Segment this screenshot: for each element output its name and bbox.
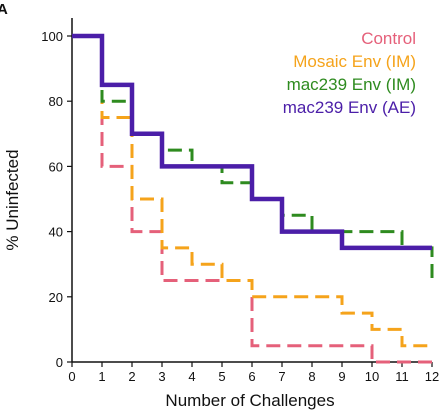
- series-line-control: [72, 34, 432, 364]
- legend-entry-mac239-env-ae: mac239 Env (AE): [283, 98, 416, 117]
- y-tick-label: 60: [49, 159, 63, 174]
- x-tick-label: 5: [218, 369, 225, 384]
- x-tick-label: 6: [248, 369, 255, 384]
- x-tick-label: 9: [338, 369, 345, 384]
- legend: Control Mosaic Env (IM) mac239 Env (IM) mac…: [283, 29, 416, 117]
- x-tick-label: 2: [128, 369, 135, 384]
- series-lines: [72, 33, 434, 364]
- panel-label: A: [0, 1, 8, 18]
- x-tick-label: 11: [395, 369, 409, 384]
- x-tick-label: 3: [158, 369, 165, 384]
- y-tick-label: 0: [56, 355, 63, 370]
- x-tick-label: 4: [188, 369, 195, 384]
- x-tick-label: 7: [278, 369, 285, 384]
- y-tick-label: 20: [49, 290, 63, 305]
- x-tick-label: 8: [308, 369, 315, 384]
- y-tick-label: 40: [49, 225, 63, 240]
- legend-entry-mac239-env-im: mac239 Env (IM): [287, 75, 416, 94]
- y-tick-label: 100: [41, 29, 63, 44]
- x-tick-label: 1: [98, 369, 105, 384]
- y-tick-label: 80: [49, 94, 63, 109]
- legend-entry-mosaic-env-im: Mosaic Env (IM): [293, 52, 416, 71]
- series-line-mac239-env-ae: [72, 33, 432, 251]
- x-axis-title: Number of Challenges: [165, 391, 334, 410]
- series-line-mac239-env-im: [72, 34, 434, 281]
- y-axis-title: % Uninfected: [3, 149, 22, 250]
- legend-entry-control: Control: [361, 29, 416, 48]
- x-tick-label: 0: [68, 369, 75, 384]
- x-tick-label: 12: [425, 369, 439, 384]
- x-tick-label: 10: [365, 369, 379, 384]
